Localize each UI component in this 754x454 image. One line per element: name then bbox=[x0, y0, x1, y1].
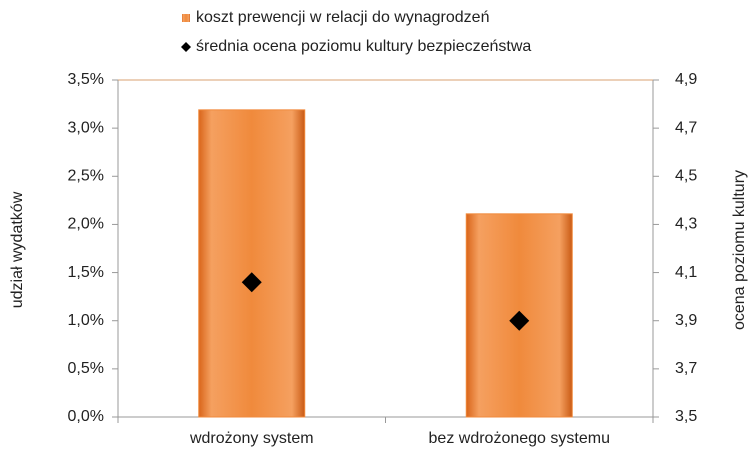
y2-axis-title: ocena poziomu kultury bbox=[731, 170, 748, 330]
y-axis-title: udział wydatków bbox=[9, 191, 26, 308]
y2-tick-label: 4,1 bbox=[675, 264, 697, 281]
y-tick-label: 2,5% bbox=[68, 168, 104, 185]
marker bbox=[241, 272, 262, 293]
y2-tick-label: 4,5 bbox=[675, 168, 697, 185]
y2-tick-label: 4,3 bbox=[675, 216, 697, 233]
x-tick-label: wdrożony system bbox=[189, 430, 314, 447]
legend-swatch bbox=[182, 14, 190, 22]
y-tick-label: 1,5% bbox=[68, 264, 104, 281]
y2-tick-label: 3,7 bbox=[675, 360, 697, 377]
legend-label: koszt prewencji w relacji do wynagrodzeń bbox=[196, 9, 489, 26]
y2-tick-label: 3,5 bbox=[675, 408, 697, 425]
y-tick-label: 3,0% bbox=[68, 119, 104, 136]
y2-tick-label: 3,9 bbox=[675, 312, 697, 329]
y-tick-label: 0,0% bbox=[68, 408, 104, 425]
y-tick-label: 3,5% bbox=[68, 71, 104, 88]
y-tick-label: 1,0% bbox=[68, 312, 104, 329]
bar bbox=[198, 109, 306, 418]
legend-label: średnia ocena poziomu kultury bezpieczeń… bbox=[196, 38, 531, 55]
y2-tick-label: 4,9 bbox=[675, 71, 697, 88]
marker bbox=[509, 310, 530, 331]
y-tick-label: 0,5% bbox=[68, 360, 104, 377]
legend-swatch bbox=[181, 42, 191, 52]
y-tick-label: 2,0% bbox=[68, 216, 104, 233]
y2-tick-label: 4,7 bbox=[675, 119, 697, 136]
x-tick-label: bez wdrożonego systemu bbox=[429, 430, 610, 447]
